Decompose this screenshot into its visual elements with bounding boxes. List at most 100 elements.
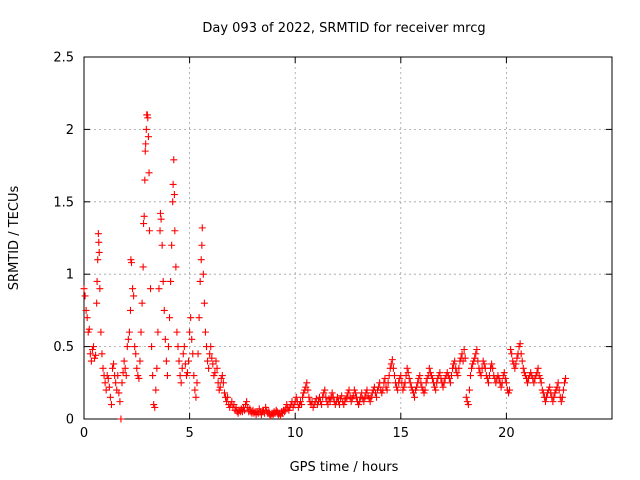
data-point: [393, 383, 401, 391]
data-point: [538, 386, 546, 394]
data-point: [416, 372, 424, 380]
x-axis-label: GPS time / hours: [290, 460, 399, 475]
data-point: [418, 383, 426, 391]
data-point: [193, 379, 201, 387]
data-point: [186, 328, 194, 336]
data-point: [171, 227, 179, 235]
data-point: [183, 369, 191, 377]
data-point: [216, 383, 224, 391]
data-point: [178, 364, 186, 372]
data-point: [112, 379, 120, 387]
data-point: [405, 374, 413, 382]
chart-title: Day 093 of 2022, SRMTID for receiver mrc…: [202, 21, 485, 36]
data-point: [350, 386, 358, 394]
data-point: [439, 383, 447, 391]
data-point: [363, 386, 371, 394]
data-point: [170, 191, 178, 199]
data-point: [104, 374, 112, 382]
data-point: [212, 357, 220, 365]
data-point: [141, 147, 149, 155]
data-point: [500, 369, 508, 377]
data-point: [145, 227, 153, 235]
data-point: [224, 393, 232, 401]
data-point: [176, 372, 184, 380]
data-point: [101, 379, 109, 387]
data-point: [194, 350, 202, 358]
data-point: [213, 364, 221, 372]
data-point: [272, 406, 280, 414]
data-point: [158, 241, 166, 249]
data-point: [300, 389, 308, 397]
data-point: [294, 403, 302, 411]
data-point: [105, 383, 113, 391]
data-point: [197, 256, 205, 264]
data-point: [455, 364, 463, 372]
data-point: [507, 345, 515, 353]
data-point: [399, 386, 407, 394]
plot-frame: [83, 56, 613, 420]
data-point: [347, 398, 355, 406]
data-point: [201, 328, 209, 336]
data-point: [102, 386, 110, 394]
data-point: [558, 393, 566, 401]
data-point: [152, 386, 160, 394]
data-point: [453, 369, 461, 377]
data-point: [389, 364, 397, 372]
data-point: [454, 372, 462, 380]
data-point: [161, 335, 169, 343]
data-point: [96, 285, 104, 293]
data-point: [549, 398, 557, 406]
data-point: [199, 270, 207, 278]
data-point: [123, 343, 131, 351]
y-tick-label: 0: [66, 413, 74, 428]
data-point: [511, 364, 519, 372]
data-point: [551, 389, 559, 397]
data-point: [364, 392, 372, 400]
data-point: [119, 369, 127, 377]
x-tick-label: 0: [80, 426, 88, 441]
data-point: [167, 277, 175, 285]
data-point: [179, 350, 187, 358]
data-point: [153, 364, 161, 372]
data-point: [431, 383, 439, 391]
data-point: [489, 364, 497, 372]
data-point: [132, 350, 140, 358]
data-point: [185, 357, 193, 365]
data-point: [200, 299, 208, 307]
data-point: [136, 357, 144, 365]
data-point: [208, 354, 216, 362]
data-point: [559, 386, 567, 394]
data-point: [219, 379, 227, 387]
data-point: [460, 345, 468, 353]
data-point: [135, 374, 143, 382]
data-point: [512, 360, 520, 368]
data-point: [145, 169, 153, 177]
data-point: [554, 379, 562, 387]
data-point: [130, 292, 138, 300]
data-point: [175, 357, 183, 365]
data-point: [218, 372, 226, 380]
data-point: [513, 354, 521, 362]
data-point: [421, 386, 429, 394]
data-point: [446, 379, 454, 387]
data-point: [103, 372, 111, 380]
data-point: [210, 372, 218, 380]
data-point: [461, 354, 469, 362]
data-point: [443, 369, 451, 377]
data-point: [535, 372, 543, 380]
data-point: [520, 369, 528, 377]
data-point: [388, 356, 396, 364]
data-point: [318, 401, 326, 409]
data-point: [195, 314, 203, 322]
data-point: [131, 343, 139, 351]
data-point: [150, 401, 158, 409]
data-point: [509, 357, 517, 365]
data-point: [129, 285, 137, 293]
data-point: [110, 360, 118, 368]
x-tick-label: 15: [393, 426, 410, 441]
data-point: [351, 389, 359, 397]
data-point: [341, 398, 349, 406]
data-point: [82, 306, 90, 314]
data-point: [217, 374, 225, 382]
data-point: [99, 364, 107, 372]
